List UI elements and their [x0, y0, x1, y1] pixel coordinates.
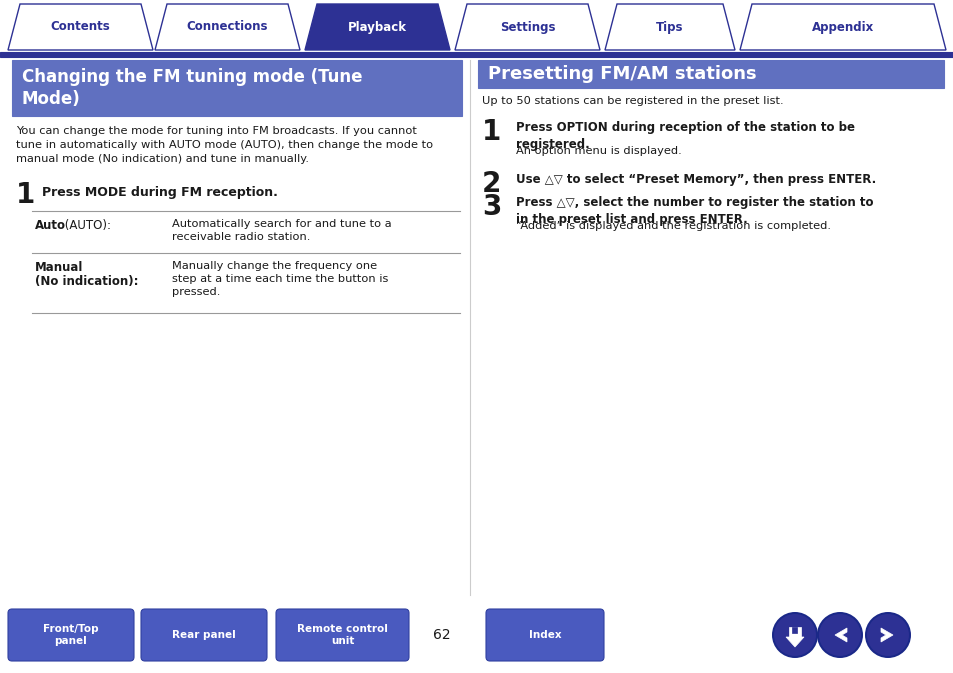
Bar: [0, 0, 953, 56]
Text: 1: 1: [481, 118, 500, 146]
Text: Remote control
unit: Remote control unit: [296, 624, 388, 646]
Circle shape: [818, 614, 861, 656]
Text: 1: 1: [16, 181, 35, 209]
Text: Rear panel: Rear panel: [172, 630, 235, 640]
FancyBboxPatch shape: [275, 609, 409, 661]
Circle shape: [816, 612, 862, 658]
Circle shape: [771, 612, 817, 658]
Text: 2: 2: [481, 170, 501, 198]
Polygon shape: [880, 628, 892, 642]
Text: Press OPTION during reception of the station to be
registered.: Press OPTION during reception of the sta…: [516, 121, 854, 151]
Text: 3: 3: [481, 193, 501, 221]
Polygon shape: [834, 628, 846, 642]
Text: Changing the FM tuning mode (Tune: Changing the FM tuning mode (Tune: [22, 68, 362, 86]
Circle shape: [773, 614, 815, 656]
Text: Use △▽ to select “Preset Memory”, then press ENTER.: Use △▽ to select “Preset Memory”, then p…: [516, 173, 876, 186]
Text: Press △▽, select the number to register the station to
in the preset list and pr: Press △▽, select the number to register …: [516, 196, 873, 226]
Text: Mode): Mode): [22, 90, 81, 108]
Polygon shape: [604, 4, 734, 50]
Polygon shape: [154, 4, 299, 50]
Bar: [788, 627, 801, 637]
Bar: [12, 60, 461, 116]
FancyBboxPatch shape: [8, 609, 133, 661]
Text: Connections: Connections: [187, 20, 268, 34]
Polygon shape: [8, 4, 152, 50]
Text: Appendix: Appendix: [811, 20, 873, 34]
Text: “Added” is displayed and the registration is completed.: “Added” is displayed and the registratio…: [516, 221, 830, 231]
Text: You can change the mode for tuning into FM broadcasts. If you cannot
tune in aut: You can change the mode for tuning into …: [16, 126, 433, 164]
Text: Automatically search for and tune to a
receivable radio station.: Automatically search for and tune to a r…: [172, 219, 392, 242]
Text: Tips: Tips: [656, 20, 683, 34]
Text: Contents: Contents: [51, 20, 111, 34]
FancyBboxPatch shape: [141, 609, 267, 661]
Text: 62: 62: [433, 628, 451, 642]
Bar: [0, 52, 953, 57]
Circle shape: [864, 612, 910, 658]
Text: Manual: Manual: [35, 261, 83, 274]
Polygon shape: [305, 4, 450, 50]
Text: Front/Top
panel: Front/Top panel: [43, 624, 99, 646]
Text: Manually change the frequency one
step at a time each time the button is
pressed: Manually change the frequency one step a…: [172, 261, 388, 297]
Text: An option menu is displayed.: An option menu is displayed.: [516, 146, 681, 156]
Text: Press MODE during FM reception.: Press MODE during FM reception.: [42, 186, 277, 199]
Text: Presetting FM/AM stations: Presetting FM/AM stations: [488, 65, 756, 83]
Polygon shape: [455, 4, 599, 50]
Text: Index: Index: [528, 630, 560, 640]
Text: Settings: Settings: [499, 20, 555, 34]
Text: (No indication):: (No indication):: [35, 275, 138, 288]
Text: Playback: Playback: [348, 20, 407, 34]
Polygon shape: [785, 637, 803, 647]
Text: (AUTO):: (AUTO):: [61, 219, 111, 232]
Text: Up to 50 stations can be registered in the preset list.: Up to 50 stations can be registered in t…: [481, 96, 782, 106]
Text: Auto: Auto: [35, 219, 66, 232]
Circle shape: [866, 614, 908, 656]
Polygon shape: [740, 4, 945, 50]
FancyBboxPatch shape: [485, 609, 603, 661]
Bar: [477, 60, 943, 88]
Bar: [792, 627, 797, 633]
